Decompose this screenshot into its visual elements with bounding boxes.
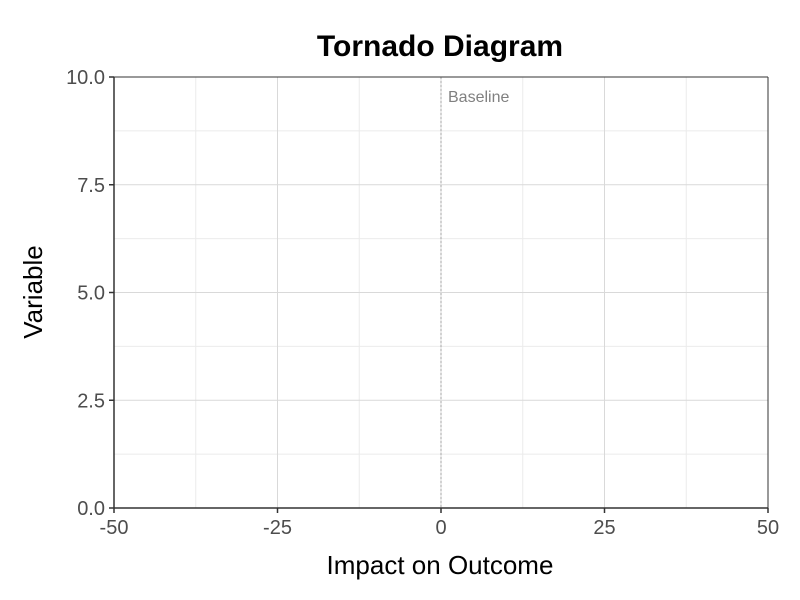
y-tick-label: 10.0 [66,67,105,89]
x-axis-ticks: -50 -25 0 25 50 [100,508,779,539]
baseline-group: Baseline [440,77,509,508]
chart-title: Tornado Diagram [317,30,563,63]
y-axis-title: Variable [18,245,48,338]
x-tick-label: 0 [435,517,446,539]
x-tick-label: 50 [757,517,779,539]
y-tick-label: 0.0 [77,498,105,520]
x-tick-label: 25 [593,517,615,539]
y-axis-ticks: 0.0 2.5 5.0 7.5 10.0 [66,67,114,520]
y-tick-label: 7.5 [77,175,105,197]
y-tick-label: 5.0 [77,283,105,305]
x-tick-label: -25 [263,517,292,539]
x-axis-title: Impact on Outcome [327,550,554,580]
y-tick-label: 2.5 [77,390,105,412]
x-tick-label: -50 [100,517,129,539]
baseline-label: Baseline [448,89,509,106]
